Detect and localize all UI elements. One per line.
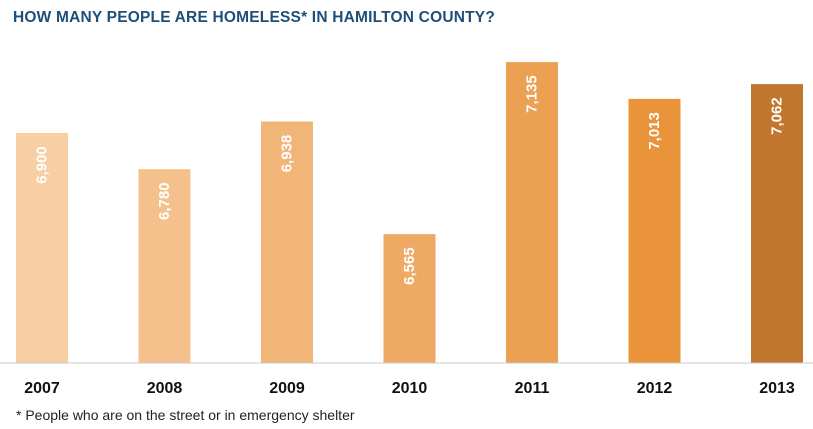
value-label-2013: 7,062: [769, 97, 786, 135]
value-label-2011: 7,135: [524, 75, 541, 113]
value-label-2008: 6,780: [156, 182, 173, 220]
x-tick-label-2007: 2007: [24, 380, 60, 397]
value-label-2012: 7,013: [646, 112, 663, 150]
value-label-2010: 6,565: [401, 247, 418, 285]
x-tick-label-2009: 2009: [269, 380, 305, 397]
value-label-2009: 6,938: [279, 135, 296, 173]
x-tick-label-2013: 2013: [759, 380, 795, 397]
x-tick-label-2008: 2008: [147, 380, 183, 397]
value-label-2007: 6,900: [34, 146, 51, 184]
bar-2012: [628, 98, 681, 364]
bar-2011: [506, 62, 558, 363]
bar-2007: [16, 133, 68, 363]
bar-2008: [138, 169, 191, 363]
x-tick-label-2012: 2012: [637, 380, 673, 397]
chart-title: HOW MANY PEOPLE ARE HOMELESS* IN HAMILTO…: [13, 9, 495, 26]
bars-group: [16, 62, 803, 364]
bar-2013: [751, 84, 803, 363]
value-labels-group: 6,900 6,780 6,938 6,565 7,135 7,013 7,062: [34, 75, 786, 285]
footnote: * People who are on the street or in eme…: [16, 407, 355, 423]
x-tick-label-2011: 2011: [515, 380, 550, 397]
bar-2010: [383, 234, 436, 363]
bar-2009: [261, 121, 313, 363]
x-tick-labels-group: 2007 2008 2009 2010 2011 2012 2013: [24, 380, 795, 397]
x-tick-label-2010: 2010: [392, 380, 428, 397]
